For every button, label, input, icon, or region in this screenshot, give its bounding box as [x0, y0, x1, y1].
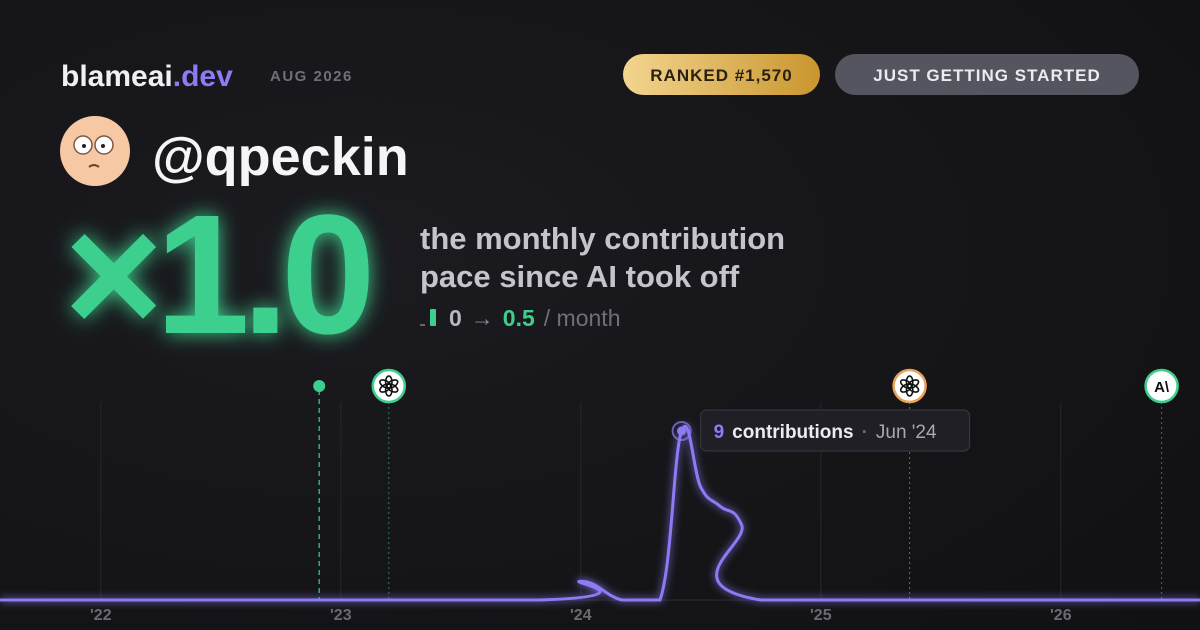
- pace-icon: [420, 324, 425, 326]
- status-text: JUST GETTING STARTED: [873, 66, 1100, 85]
- description-line: the monthly contribution: [420, 221, 785, 256]
- brand-suffix: .dev: [173, 60, 233, 93]
- series-line: [0, 424, 1200, 602]
- milestone-glyph: [379, 379, 392, 389]
- milestone-dot: [313, 380, 326, 392]
- milestone-icon: [1144, 368, 1179, 404]
- pace-unit: / month: [544, 305, 621, 331]
- tooltip-label: contributions: [732, 422, 853, 443]
- pace-from: 0: [449, 305, 462, 331]
- peak-point: [677, 426, 687, 436]
- pace-to: 0.5: [503, 305, 535, 331]
- milestone-icon: [371, 368, 407, 404]
- rank-badge: [623, 54, 820, 95]
- x-tick-label: '26: [1050, 607, 1072, 624]
- avatar: [60, 116, 130, 186]
- tooltip-value: 9: [714, 422, 725, 443]
- pace: 0 → 0.5 / month: [449, 305, 621, 331]
- tooltip-separator: ·: [862, 422, 868, 443]
- tooltip-text: 9 contributions · Jun '24: [714, 422, 937, 443]
- x-tick-label: '23: [330, 607, 352, 624]
- peak-ring: [671, 421, 692, 441]
- multiplier: ×1.0: [64, 180, 369, 370]
- chart: '22 '23 '24 '25 '26 A\ 9 contributions · Jun '24: [0, 368, 1200, 624]
- date: AUG 2026: [270, 68, 353, 85]
- tooltip: [700, 409, 971, 452]
- x-tick-label: '22: [90, 607, 112, 624]
- status-badge: [835, 54, 1139, 95]
- x-tick-label: '24: [570, 607, 592, 624]
- brand: blameai.dev: [61, 60, 233, 93]
- rank-text: RANKED #1,570: [650, 66, 792, 85]
- milestone-icon: [892, 368, 927, 404]
- brand-name: blameai: [61, 60, 173, 93]
- x-tick-label: '25: [810, 607, 832, 624]
- tooltip-date: Jun '24: [876, 422, 937, 443]
- description-line: pace since AI took off: [420, 259, 740, 294]
- pace-icon: [430, 309, 436, 326]
- milestone-label: A\: [1154, 379, 1170, 396]
- pace-arrow: →: [471, 305, 494, 331]
- milestone-glyph: [899, 379, 913, 389]
- username: @qpeckin: [152, 127, 409, 187]
